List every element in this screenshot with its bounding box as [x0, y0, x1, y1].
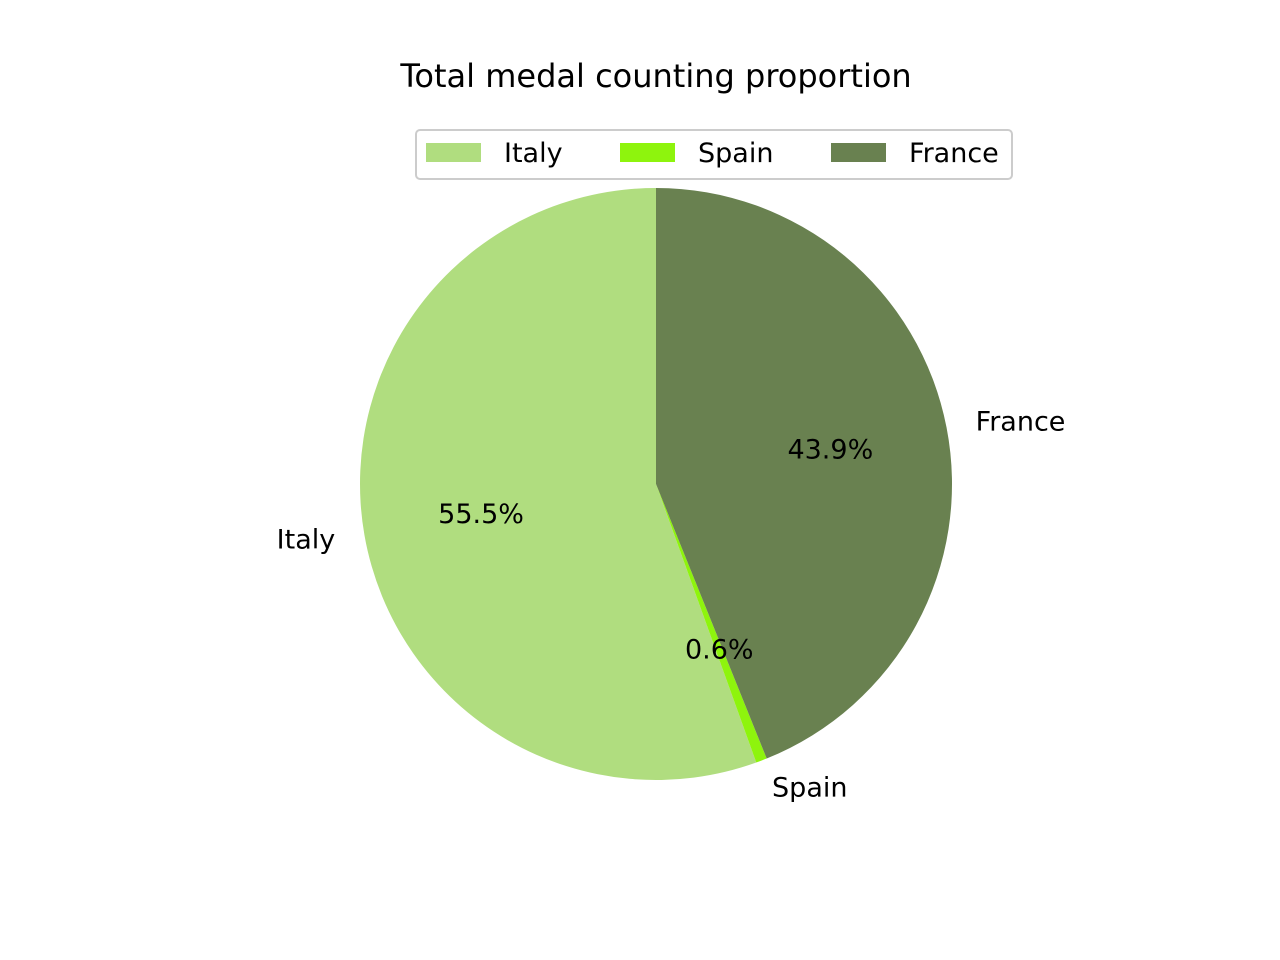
legend-label-italy: Italy — [504, 138, 563, 169]
legend-frame — [415, 129, 1013, 180]
legend-label-spain: Spain — [698, 138, 773, 169]
legend-swatch-france — [831, 143, 886, 162]
percent-label-italy: 55.5% — [438, 499, 524, 530]
pie-slice-france — [656, 188, 953, 759]
legend-label-france: France — [909, 138, 999, 169]
category-label-italy: Italy — [277, 524, 336, 555]
legend-swatch-spain — [620, 143, 675, 162]
legend: Italy Spain France — [415, 129, 1013, 180]
legend-swatch-italy — [426, 143, 481, 162]
percent-label-spain: 0.6% — [685, 634, 754, 665]
pie-slice-italy — [360, 188, 757, 781]
chart-title: Total medal counting proportion — [399, 57, 911, 95]
percent-labels: 55.5% 0.6% 43.9% — [438, 435, 873, 666]
pie-slice-spain — [656, 484, 767, 763]
category-label-france: France — [976, 406, 1066, 437]
percent-label-france: 43.9% — [787, 435, 873, 466]
category-labels: Italy Spain France — [277, 406, 1066, 803]
category-label-spain: Spain — [772, 773, 847, 804]
pie-slices — [360, 188, 953, 781]
